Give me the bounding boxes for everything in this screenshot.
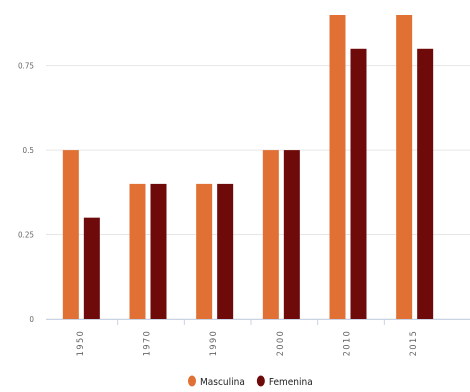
bar-femenina-1990[interactable] [217,183,234,319]
bar-masculina-2000[interactable] [262,150,279,319]
bars-layer [62,15,434,320]
x-tick-label: 1970 [143,330,153,357]
x-tick-label: 1950 [76,330,86,357]
x-tick-label: 2010 [343,330,353,357]
bar-masculina-2015[interactable] [396,15,413,319]
bar-femenina-2000[interactable] [283,150,300,319]
y-tick-label: 0 [29,315,34,324]
bar-masculina-1990[interactable] [196,183,213,319]
axis-layer: 0 0.25 0.5 0.75 1950 1970 1990 2000 2010 2015 [18,62,470,357]
bar-femenina-2015[interactable] [417,48,434,320]
bar-masculina-1970[interactable] [129,183,146,319]
legend-label: Masculina [200,377,245,388]
legend-label: Femenina [269,377,313,388]
y-tick-label: 0.5 [23,146,34,155]
y-tick-label: 0.25 [18,231,34,240]
bar-femenina-1970[interactable] [150,183,167,319]
x-tick-label: 2000 [276,330,286,357]
bar-masculina-1950[interactable] [62,150,79,319]
x-tick-label: 2015 [409,330,419,357]
y-tick-label: 0.75 [18,62,34,71]
legend-item-masculina[interactable]: Masculina [188,375,245,389]
legend-item-femenina[interactable]: Femenina [256,375,313,389]
bar-femenina-1950[interactable] [83,217,100,319]
bar-femenina-2010[interactable] [350,48,367,320]
legend-marker-icon [256,375,265,387]
legend[interactable]: Masculina Femenina [188,375,313,389]
x-tick-label: 1990 [209,330,219,357]
bar-masculina-2010[interactable] [329,15,346,319]
legend-marker-icon [188,375,196,387]
